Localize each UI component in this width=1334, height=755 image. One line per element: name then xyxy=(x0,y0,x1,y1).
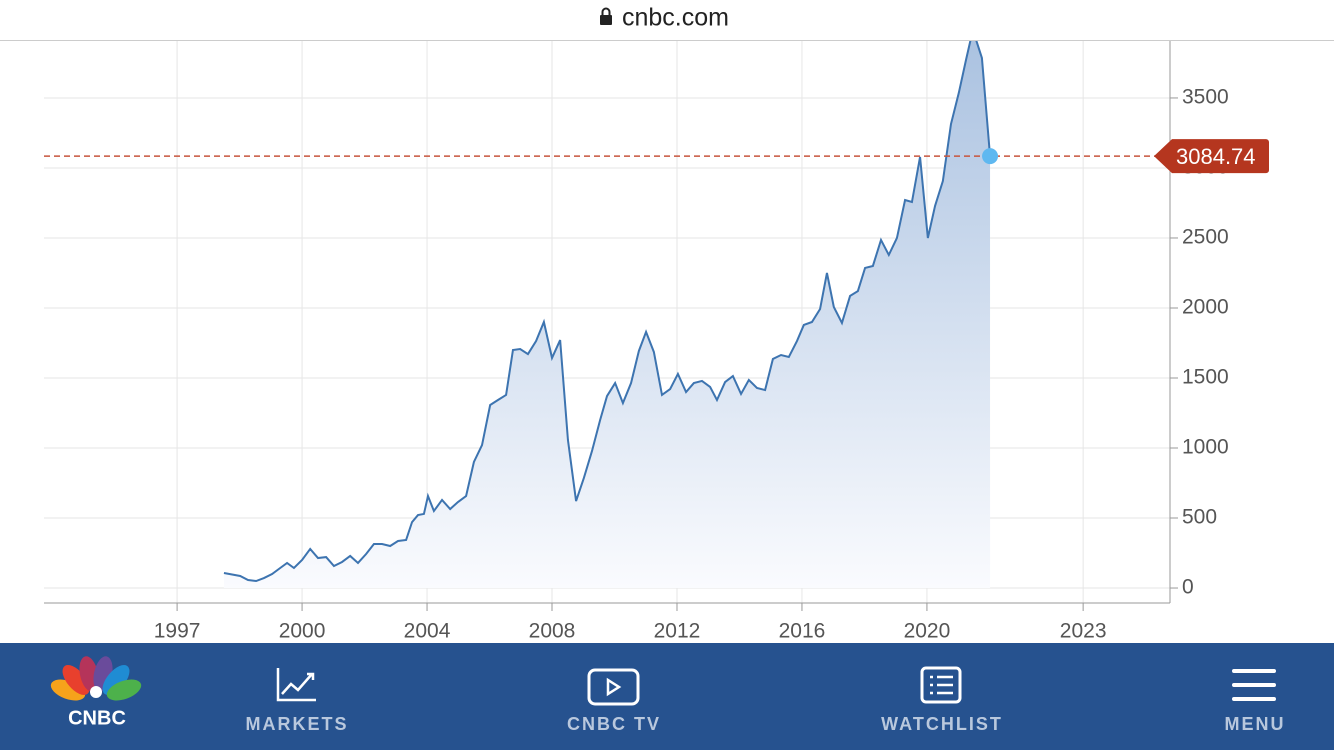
y-tick-label: 500 xyxy=(1182,506,1217,529)
nav-label: MENU xyxy=(1225,714,1286,734)
y-tick-label: 2000 xyxy=(1182,296,1229,319)
y-tick-label: 0 xyxy=(1182,576,1194,599)
last-value-badge xyxy=(1154,139,1269,174)
watchlist-tab[interactable]: WATCHLIST xyxy=(881,666,1003,734)
y-tick-label: 1500 xyxy=(1182,366,1229,389)
x-tick-label: 2020 xyxy=(904,620,951,643)
chart: 0500100015002000250030003500199720002004… xyxy=(44,40,1269,643)
line xyxy=(223,40,992,583)
nav-label: CNBC TV xyxy=(567,714,661,734)
menu-tab[interactable]: MENU xyxy=(1225,669,1286,734)
cnbc-tv-tab[interactable]: CNBC TV xyxy=(567,668,661,734)
x-tick-label: 2004 xyxy=(404,620,451,643)
last-value-label: 3084.74 xyxy=(1176,144,1256,169)
logo[interactable]: CNBC xyxy=(48,655,144,730)
lock-icon xyxy=(600,7,612,25)
x-tick-label: 2016 xyxy=(779,620,826,643)
area xyxy=(223,40,991,589)
y-tick-label: 2500 xyxy=(1182,226,1229,249)
address-bar xyxy=(0,0,1334,40)
x-tick-label: 2000 xyxy=(279,620,326,643)
y-tick-label: 3500 xyxy=(1182,86,1229,109)
nav-label: MARKETS xyxy=(246,714,349,734)
x-tick-label: 1997 xyxy=(154,620,201,643)
logo-text: CNBC xyxy=(68,707,126,729)
nav-label: WATCHLIST xyxy=(881,714,1003,734)
url: cnbc.com xyxy=(622,4,729,32)
nav-bar xyxy=(0,643,1334,750)
x-tick-label: 2008 xyxy=(529,620,576,643)
last-point xyxy=(982,148,999,165)
x-tick-label: 2023 xyxy=(1060,620,1107,643)
x-tick-label: 2012 xyxy=(654,620,701,643)
y-tick-label: 1000 xyxy=(1182,436,1229,459)
plot xyxy=(223,40,992,589)
markets-tab[interactable]: MARKETS xyxy=(246,668,349,734)
